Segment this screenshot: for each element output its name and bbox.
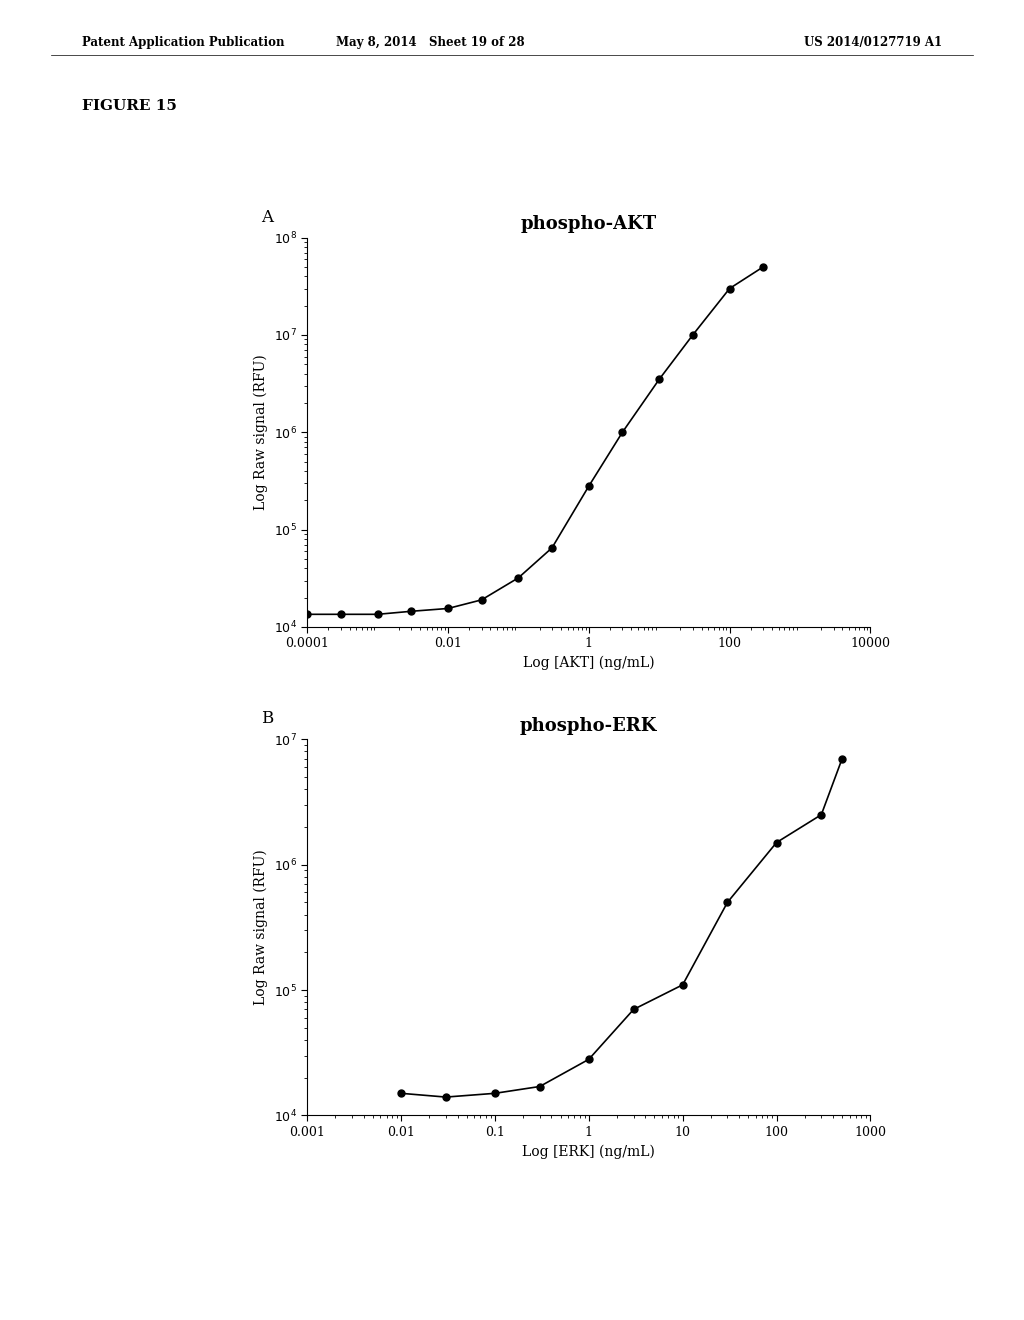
Text: May 8, 2014   Sheet 19 of 28: May 8, 2014 Sheet 19 of 28 (336, 36, 524, 49)
Title: phospho-ERK: phospho-ERK (520, 717, 657, 735)
Text: US 2014/0127719 A1: US 2014/0127719 A1 (804, 36, 942, 49)
Y-axis label: Log Raw signal (RFU): Log Raw signal (RFU) (254, 355, 268, 510)
X-axis label: Log [AKT] (ng/mL): Log [AKT] (ng/mL) (523, 656, 654, 671)
Y-axis label: Log Raw signal (RFU): Log Raw signal (RFU) (254, 850, 268, 1005)
Text: Patent Application Publication: Patent Application Publication (82, 36, 285, 49)
Text: A: A (261, 209, 273, 226)
Text: B: B (261, 710, 273, 727)
X-axis label: Log [ERK] (ng/mL): Log [ERK] (ng/mL) (522, 1144, 655, 1159)
Text: FIGURE 15: FIGURE 15 (82, 99, 177, 114)
Title: phospho-AKT: phospho-AKT (521, 215, 656, 234)
